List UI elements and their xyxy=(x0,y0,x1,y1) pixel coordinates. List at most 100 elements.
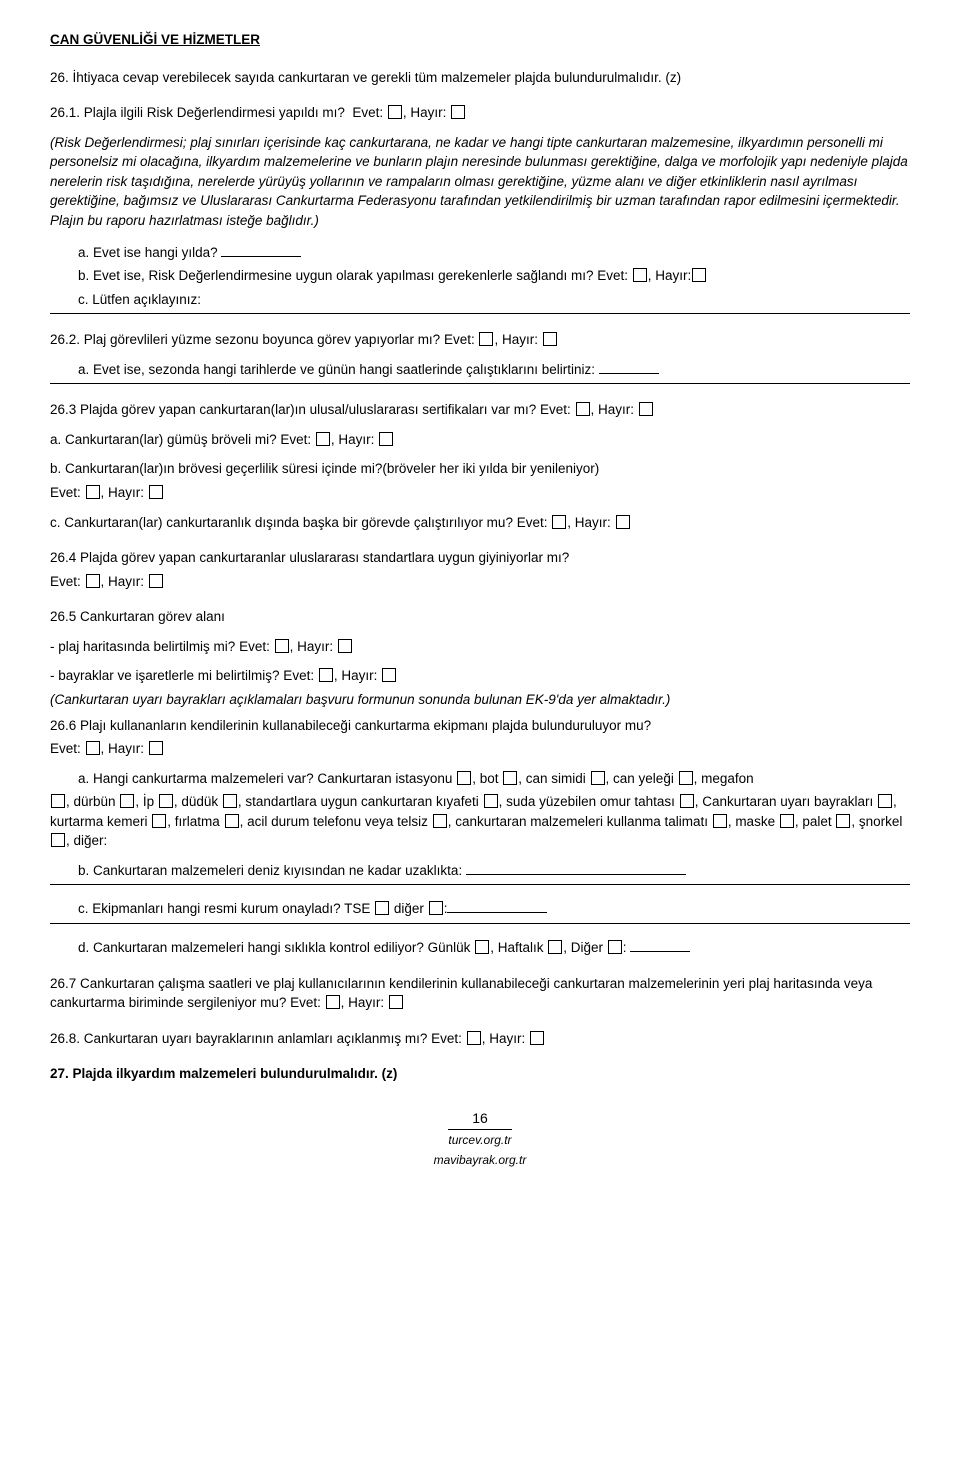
section-title: CAN GÜVENLİĞİ VE HİZMETLER xyxy=(50,30,910,50)
checkbox[interactable] xyxy=(319,668,333,682)
label: , Hayır: xyxy=(648,268,692,283)
label: , megafon xyxy=(694,771,754,786)
checkbox[interactable] xyxy=(149,741,163,755)
q26-4: 26.4 Plajda görev yapan cankurtaranlar u… xyxy=(50,548,910,568)
label: , Hayır: xyxy=(331,432,375,447)
label: - plaj haritasında belirtilmiş mi? Evet: xyxy=(50,639,270,654)
checkbox[interactable] xyxy=(878,794,892,808)
checkbox[interactable] xyxy=(86,741,100,755)
checkbox[interactable] xyxy=(389,995,403,1009)
input-blank[interactable] xyxy=(466,861,686,875)
label: , İp xyxy=(135,794,154,809)
q26-6: 26.6 Plajı kullananların kendilerinin ku… xyxy=(50,716,910,736)
label: , Hayır: xyxy=(591,402,635,417)
page-number: 16 xyxy=(448,1108,512,1130)
label-hayir: , Hayır: xyxy=(403,105,447,120)
checkbox[interactable] xyxy=(608,940,622,954)
checkbox[interactable] xyxy=(149,574,163,588)
checkbox[interactable] xyxy=(548,940,562,954)
checkbox[interactable] xyxy=(591,771,605,785)
q26-6-c: c. Ekipmanları hangi resmi kurum onaylad… xyxy=(78,899,910,919)
checkbox[interactable] xyxy=(679,771,693,785)
checkbox[interactable] xyxy=(433,814,447,828)
checkbox[interactable] xyxy=(51,833,65,847)
label: c. Lütfen açıklayınız: xyxy=(78,292,201,307)
checkbox[interactable] xyxy=(451,105,465,119)
q26-text: 26. İhtiyaca cevap verebilecek sayıda ca… xyxy=(50,68,910,88)
checkbox[interactable] xyxy=(713,814,727,828)
checkbox[interactable] xyxy=(530,1031,544,1045)
checkbox[interactable] xyxy=(223,794,237,808)
checkbox[interactable] xyxy=(86,485,100,499)
label: Evet: xyxy=(50,485,81,500)
q26-4-yn: Evet: , Hayır: xyxy=(50,572,910,592)
checkbox[interactable] xyxy=(780,814,794,828)
checkbox[interactable] xyxy=(149,485,163,499)
label: , Hayır: xyxy=(101,574,145,589)
checkbox[interactable] xyxy=(375,901,389,915)
label-evet: Evet: xyxy=(352,105,383,120)
label: c. Ekipmanları hangi resmi kurum onaylad… xyxy=(78,901,370,916)
checkbox[interactable] xyxy=(338,639,352,653)
label: , suda yüzebilen omur tahtası xyxy=(499,794,675,809)
label: , Hayır: xyxy=(341,995,385,1010)
checkbox[interactable] xyxy=(86,574,100,588)
q26-6-a-line2: , dürbün , İp , düdük , standartlara uyg… xyxy=(50,792,910,851)
label: , Hayır: xyxy=(494,332,538,347)
checkbox[interactable] xyxy=(639,402,653,416)
checkbox[interactable] xyxy=(475,940,489,954)
checkbox[interactable] xyxy=(479,332,493,346)
label: a. Evet ise hangi yılda? xyxy=(78,245,218,260)
checkbox[interactable] xyxy=(152,814,166,828)
checkbox[interactable] xyxy=(484,794,498,808)
label: , şnorkel xyxy=(851,814,902,829)
checkbox[interactable] xyxy=(692,268,706,282)
input-blank[interactable] xyxy=(630,939,690,952)
checkbox[interactable] xyxy=(275,639,289,653)
label: 26.3 Plajda görev yapan cankurtaran(lar)… xyxy=(50,402,571,417)
input-blank[interactable] xyxy=(447,900,547,913)
label: - bayraklar ve işaretlerle mi belirtilmi… xyxy=(50,668,314,683)
checkbox[interactable] xyxy=(51,794,65,808)
label: , standartlara uygun cankurtaran kıyafet… xyxy=(238,794,479,809)
checkbox[interactable] xyxy=(429,901,443,915)
label: , maske xyxy=(728,814,775,829)
checkbox[interactable] xyxy=(836,814,850,828)
checkbox[interactable] xyxy=(616,515,630,529)
q26-3-b: b. Cankurtaran(lar)ın brövesi geçerlilik… xyxy=(50,459,910,479)
checkbox[interactable] xyxy=(503,771,517,785)
footer-link-2: mavibayrak.org.tr xyxy=(50,1152,910,1169)
checkbox[interactable] xyxy=(159,794,173,808)
label: , acil durum telefonu veya telsiz xyxy=(240,814,428,829)
checkbox[interactable] xyxy=(680,794,694,808)
checkbox[interactable] xyxy=(388,105,402,119)
q26-2-a: a. Evet ise, sezonda hangi tarihlerde ve… xyxy=(78,360,910,380)
q26-2: 26.2. Plaj görevlileri yüzme sezonu boyu… xyxy=(50,330,910,350)
input-year[interactable] xyxy=(221,244,301,257)
q26-1-paragraph: (Risk Değerlendirmesi; plaj sınırları iç… xyxy=(50,133,910,231)
q26-1-b: b. Evet ise, Risk Değerlendirmesine uygu… xyxy=(78,266,910,286)
label: b. Evet ise, Risk Değerlendirmesine uygu… xyxy=(78,268,628,283)
label: , Diğer xyxy=(563,940,603,955)
checkbox[interactable] xyxy=(225,814,239,828)
q26-1: 26.1. Plajla ilgili Risk Değerlendirmesi… xyxy=(50,103,910,123)
checkbox[interactable] xyxy=(379,432,393,446)
q26-1-a: a. Evet ise hangi yılda? xyxy=(78,243,910,263)
checkbox[interactable] xyxy=(382,668,396,682)
checkbox[interactable] xyxy=(633,268,647,282)
checkbox[interactable] xyxy=(467,1031,481,1045)
q27: 27. Plajda ilkyardım malzemeleri bulundu… xyxy=(50,1064,910,1084)
input-blank[interactable] xyxy=(599,360,659,374)
label: 26.2. Plaj görevlileri yüzme sezonu boyu… xyxy=(50,332,475,347)
checkbox[interactable] xyxy=(316,432,330,446)
checkbox[interactable] xyxy=(457,771,471,785)
label: a. Cankurtaran(lar) gümüş bröveli mi? Ev… xyxy=(50,432,311,447)
label: , can simidi xyxy=(518,771,586,786)
checkbox[interactable] xyxy=(576,402,590,416)
checkbox[interactable] xyxy=(543,332,557,346)
checkbox[interactable] xyxy=(552,515,566,529)
label: , Hayır: xyxy=(334,668,378,683)
checkbox[interactable] xyxy=(120,794,134,808)
label: , Hayır: xyxy=(290,639,334,654)
checkbox[interactable] xyxy=(326,995,340,1009)
